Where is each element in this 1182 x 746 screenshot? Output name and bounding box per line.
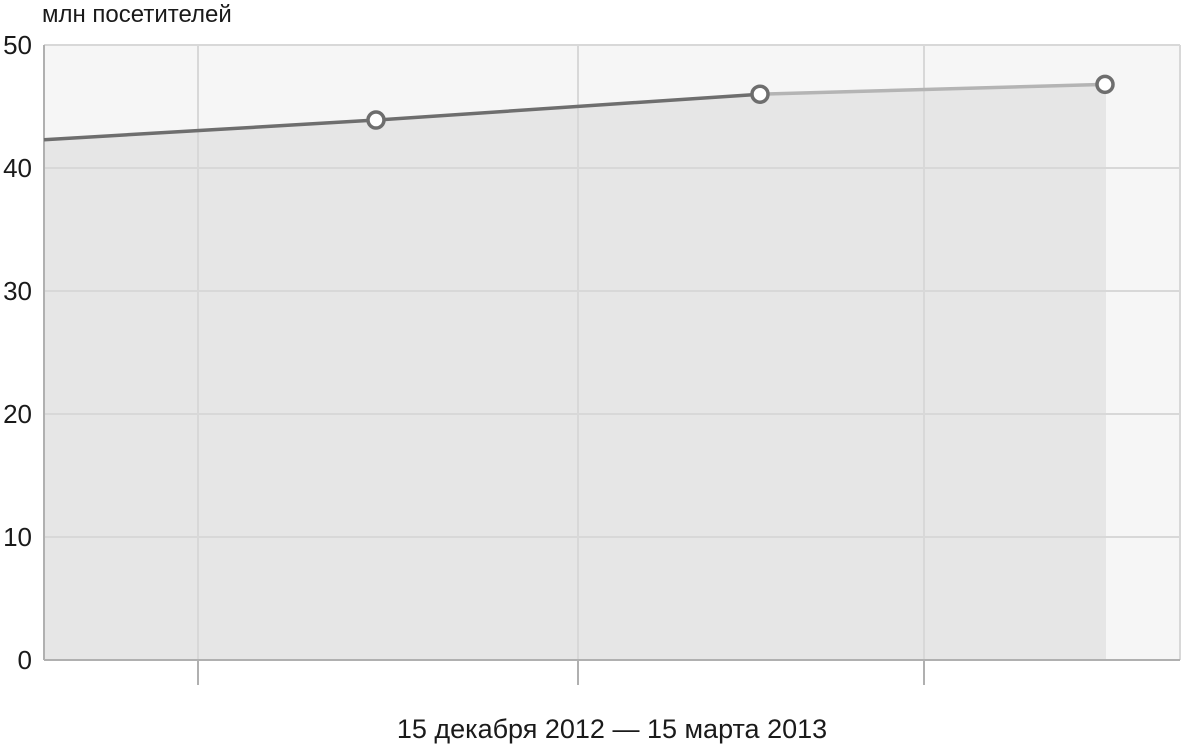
y-tick-label: 50 (3, 30, 32, 60)
y-tick-label: 30 (3, 276, 32, 306)
y-tick-label: 20 (3, 399, 32, 429)
y-tick-label: 0 (18, 645, 32, 675)
y-axis-label: млн посетителей (42, 1, 232, 28)
area-fill (44, 84, 1106, 661)
data-point-marker (366, 110, 386, 130)
axes (43, 45, 1180, 685)
data-point-marker (750, 84, 770, 104)
series (43, 74, 1115, 142)
y-tick-label: 40 (3, 153, 32, 183)
x-axis-label: 15 декабря 2012 — 15 марта 2013 (397, 714, 827, 744)
grid (44, 44, 1181, 660)
series-line-projected (759, 82, 1106, 96)
y-ticks: 0 10 20 30 40 50 (3, 30, 32, 675)
y-tick-label: 10 (3, 522, 32, 552)
data-point-marker (1095, 74, 1115, 95)
